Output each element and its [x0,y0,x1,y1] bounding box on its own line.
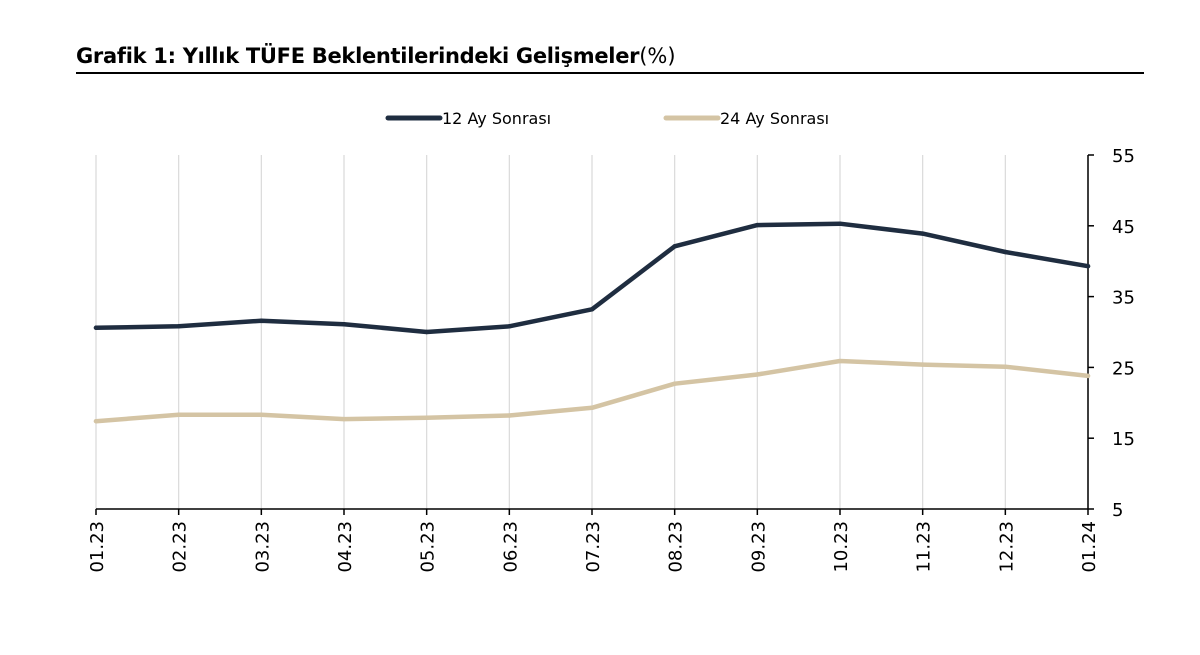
axes: 01.23 02.23 03.23 04.23 05.23 06.23 07.23 08.23… [87,146,1135,573]
data-point [755,222,760,228]
chart-title-main: Grafik 1: Yıllık TÜFE Beklentilerindeki … [76,44,640,68]
legend-label-1: 12 Ay Sonrası [442,109,551,128]
x-tick-label: 12.23 [996,521,1017,573]
x-tick-label: 05.23 [418,521,439,573]
x-tick-label: 08.23 [666,521,687,573]
x-tick-label: 10.23 [831,521,852,573]
y-tick-label: 45 [1112,217,1135,238]
data-point [837,221,843,226]
x-tick-label: 03.23 [252,521,273,573]
y-tick-label: 5 [1112,500,1123,521]
x-tick-label: 06.23 [500,521,521,573]
x-tick-label: 01.23 [87,521,108,573]
x-tick-label: 04.23 [335,521,356,573]
data-point [920,362,925,367]
data-point [424,415,429,420]
x-tick-label: 01.24 [1079,521,1100,573]
title-underline [76,72,1144,74]
data-point [176,324,181,329]
data-point [176,412,181,418]
data-point [93,325,99,330]
data-point [93,419,99,424]
legend-label-2: 24 Ay Sonrası [720,109,829,128]
data-point [259,412,264,418]
data-point [507,413,512,418]
data-point [424,329,429,335]
x-tick-label: 11.23 [914,521,935,573]
data-point [1003,364,1008,369]
data-point [672,381,677,386]
data-point [1085,263,1091,269]
y-tick-label: 15 [1112,429,1135,450]
legend: 12 Ay Sonrası 24 Ay Sonrası [385,109,829,128]
x-tick-label: 02.23 [170,521,191,573]
chart-title-unit: (%) [639,44,676,68]
data-point [259,318,264,323]
y-tick-label: 35 [1112,288,1135,309]
data-point [341,322,347,327]
data-point [755,372,760,377]
data-point [672,244,677,249]
chart-title: Grafik 1: Yıllık TÜFE Beklentilerindeki … [76,44,676,68]
data-point [341,416,347,422]
y-tick-label: 55 [1112,146,1135,167]
data-point [920,231,925,236]
data-point [1003,249,1008,255]
data-point [589,405,595,410]
y-tick-label: 25 [1112,358,1135,379]
series-lines [93,221,1091,424]
data-point [589,307,595,312]
x-tick-label: 09.23 [748,521,769,573]
x-tick-label: 07.23 [583,521,604,573]
data-point [837,358,843,364]
data-point [1085,373,1091,379]
data-point [507,324,512,329]
gridlines [95,155,1089,509]
